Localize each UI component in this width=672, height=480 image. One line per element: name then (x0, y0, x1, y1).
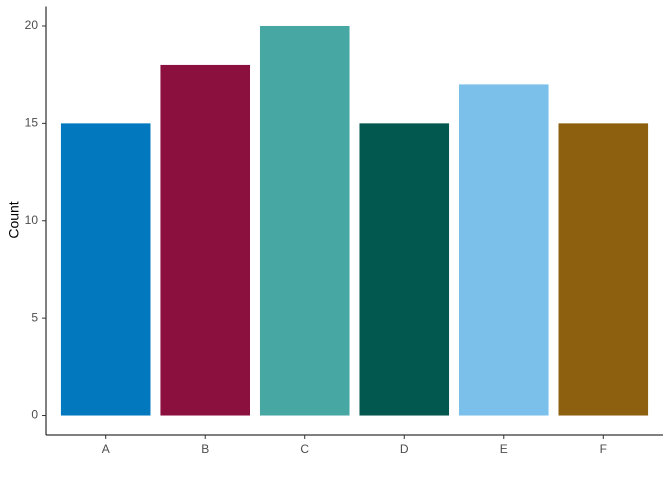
x-tick-label: A (102, 442, 110, 456)
bar (359, 123, 450, 416)
x-tick-label: B (201, 442, 209, 456)
x-tick-label: F (600, 442, 607, 456)
bar (558, 123, 649, 416)
bar (60, 123, 151, 416)
y-tick-label: 10 (25, 213, 39, 227)
x-tick-label: E (500, 442, 508, 456)
x-tick-label: D (400, 442, 409, 456)
y-tick-label: 5 (31, 310, 38, 324)
y-tick-label: 0 (31, 408, 38, 422)
y-tick-label: 20 (25, 18, 39, 32)
x-tick-label: C (300, 442, 309, 456)
bar (259, 25, 350, 416)
y-tick-label: 15 (25, 116, 39, 130)
bar (458, 84, 549, 416)
y-axis-title: Count (6, 201, 22, 238)
bar (160, 64, 251, 416)
